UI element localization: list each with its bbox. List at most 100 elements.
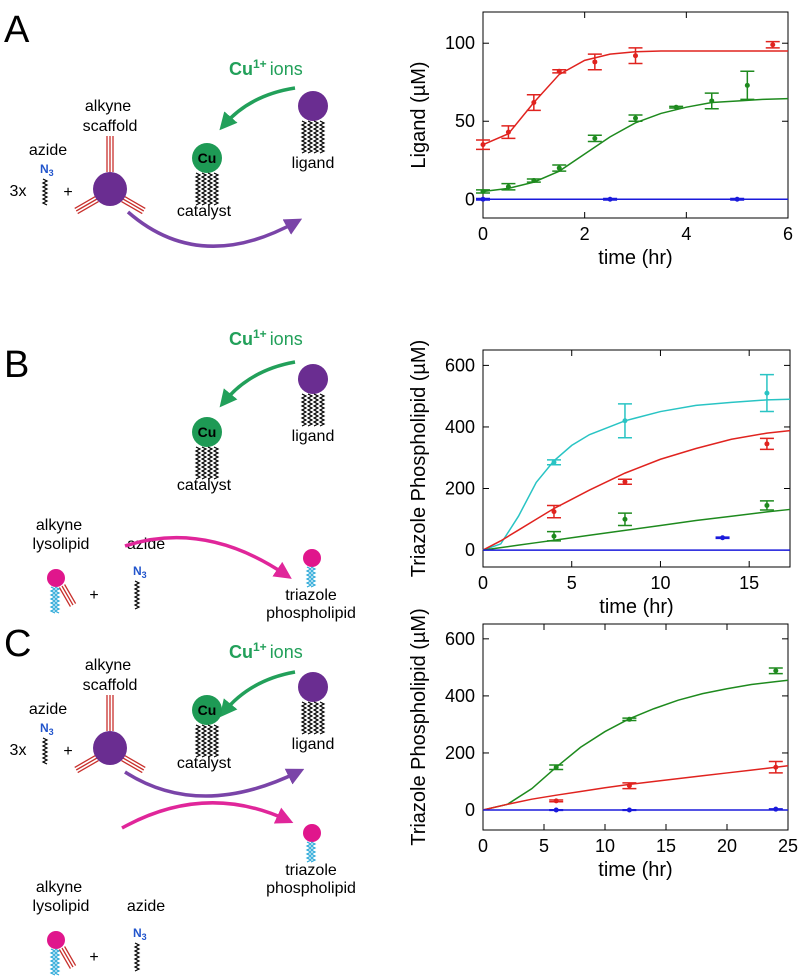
diagram-label: 3x <box>10 742 27 759</box>
fit-curve <box>482 508 791 551</box>
y-axis-label: Triazole Phospholipid (µM) <box>408 340 430 578</box>
x-tick-label: 0 <box>478 573 488 593</box>
formula-subscript: 3 <box>49 168 54 178</box>
chain <box>41 178 49 206</box>
fit-curve <box>482 97 789 193</box>
data-point <box>633 53 638 59</box>
chain <box>200 724 208 758</box>
data-point <box>553 764 559 770</box>
chain <box>312 701 320 735</box>
ion-label: Cu1+ ions <box>229 640 303 662</box>
x-tick-label: 15 <box>739 573 759 593</box>
data-point <box>553 798 559 804</box>
formula-subscript: 3 <box>142 932 147 942</box>
x-tick-label: 6 <box>783 224 793 244</box>
data-point <box>480 142 486 148</box>
diagram-label: scaffold <box>83 118 138 135</box>
lysolipid-circle <box>47 569 65 587</box>
chain <box>318 701 326 735</box>
chain <box>212 446 220 480</box>
diagram-label: alkyne <box>36 879 82 896</box>
y-tick-label: 400 <box>445 417 475 437</box>
diagram-label: azide <box>127 898 165 915</box>
chain <box>133 942 141 972</box>
bond <box>77 201 99 215</box>
data-point <box>770 42 776 48</box>
diagram-label: + <box>63 184 72 201</box>
triple-bond <box>58 946 77 969</box>
diagram-label: ligand <box>292 155 335 172</box>
y-axis-label: Ligand (µM) <box>408 61 430 168</box>
data-point <box>551 459 557 465</box>
ion-element: Cu <box>229 329 253 349</box>
chain <box>194 724 202 758</box>
triple-bond <box>121 195 146 215</box>
data-point <box>734 196 740 202</box>
formula-element: N <box>133 564 142 578</box>
x-tick-label: 20 <box>717 836 737 856</box>
chain <box>194 172 202 206</box>
x-tick-label: 2 <box>580 224 590 244</box>
diagram-label: phospholipid <box>266 880 356 897</box>
y-tick-label: 50 <box>455 111 475 131</box>
triple-bond <box>58 584 77 607</box>
chain <box>200 172 208 206</box>
ion-word: ions <box>270 59 303 79</box>
data-point <box>773 806 779 812</box>
bond <box>74 195 96 209</box>
x-axis-label: time (hr) <box>599 596 673 618</box>
panel-label: A <box>4 9 30 51</box>
catalyst-symbol: Cu <box>198 150 217 166</box>
ion-charge: 1+ <box>253 640 267 654</box>
data-point <box>622 516 628 522</box>
diagram-label: triazole <box>285 587 337 604</box>
triple-bond <box>106 695 114 731</box>
data-point <box>556 165 562 171</box>
chain <box>306 393 314 427</box>
diagram-label: scaffold <box>83 677 138 694</box>
triple-bond <box>106 136 114 172</box>
chain <box>309 841 317 863</box>
diagram-label: + <box>89 587 98 604</box>
bond <box>124 754 146 768</box>
data-point <box>556 68 562 74</box>
fit-curve <box>482 50 788 146</box>
x-tick-label: 4 <box>681 224 691 244</box>
data-point <box>551 533 557 539</box>
triple-bond <box>74 754 99 774</box>
x-tick-label: 15 <box>656 836 676 856</box>
catalyst-circle <box>192 695 222 725</box>
catalyst-symbol: Cu <box>198 424 217 440</box>
chain <box>305 841 313 863</box>
reaction-arrow <box>124 536 292 579</box>
bond <box>124 195 146 209</box>
x-tick-label: 10 <box>595 836 615 856</box>
data-point <box>673 104 679 110</box>
catalyst-circle <box>192 417 222 447</box>
chain <box>300 120 308 154</box>
diagram-label: catalyst <box>177 477 232 494</box>
bond <box>61 585 74 606</box>
y-tick-label: 200 <box>445 743 475 763</box>
bond <box>58 949 71 969</box>
chain <box>206 172 214 206</box>
y-tick-label: 200 <box>445 479 475 499</box>
x-tick-label: 25 <box>778 836 798 856</box>
ion-charge: 1+ <box>253 327 267 341</box>
bond <box>77 760 99 774</box>
bond <box>61 947 74 968</box>
y-tick-label: 0 <box>465 800 475 820</box>
plot-frame <box>482 349 791 568</box>
data-point <box>505 184 511 190</box>
data-point <box>764 502 770 508</box>
azide-formula: N3 <box>133 564 147 580</box>
chain <box>53 948 61 976</box>
y-tick-label: 400 <box>445 686 475 706</box>
ion-element: Cu <box>229 642 253 662</box>
ion-element: Cu <box>229 59 253 79</box>
diagram-label: + <box>63 743 72 760</box>
reaction-arrow <box>126 210 303 248</box>
chain <box>306 701 314 735</box>
panel-label: B <box>4 344 29 386</box>
ion-word: ions <box>270 329 303 349</box>
